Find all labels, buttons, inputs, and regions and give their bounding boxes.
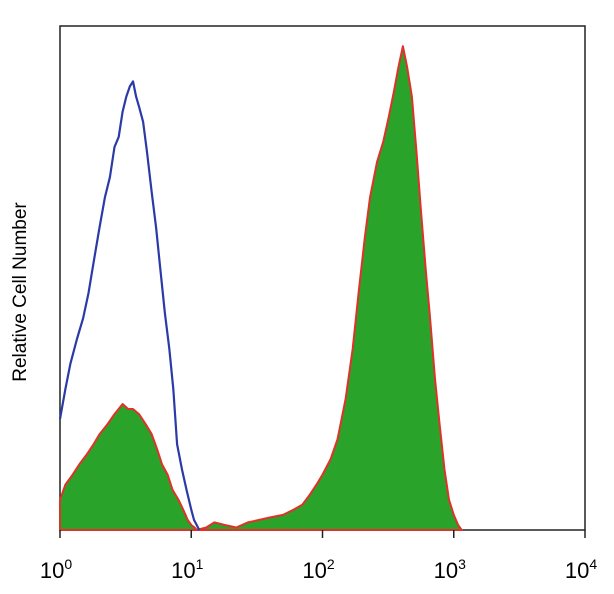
y-axis-label: Relative Cell Number xyxy=(10,202,31,382)
x-tick-label: 104 xyxy=(565,556,597,583)
x-tick-label: 102 xyxy=(302,556,334,583)
series-2-filled-histogram xyxy=(195,45,463,531)
x-tick-label: 101 xyxy=(171,556,203,583)
series-layer xyxy=(58,45,463,531)
x-axis-ticks: 100 101 102 103 104 xyxy=(40,530,597,583)
series-1-filled-histogram xyxy=(59,403,198,531)
x-tick-label: 103 xyxy=(434,556,466,583)
x-tick-label: 100 xyxy=(40,556,72,583)
series-0-line-histogram xyxy=(58,80,201,531)
